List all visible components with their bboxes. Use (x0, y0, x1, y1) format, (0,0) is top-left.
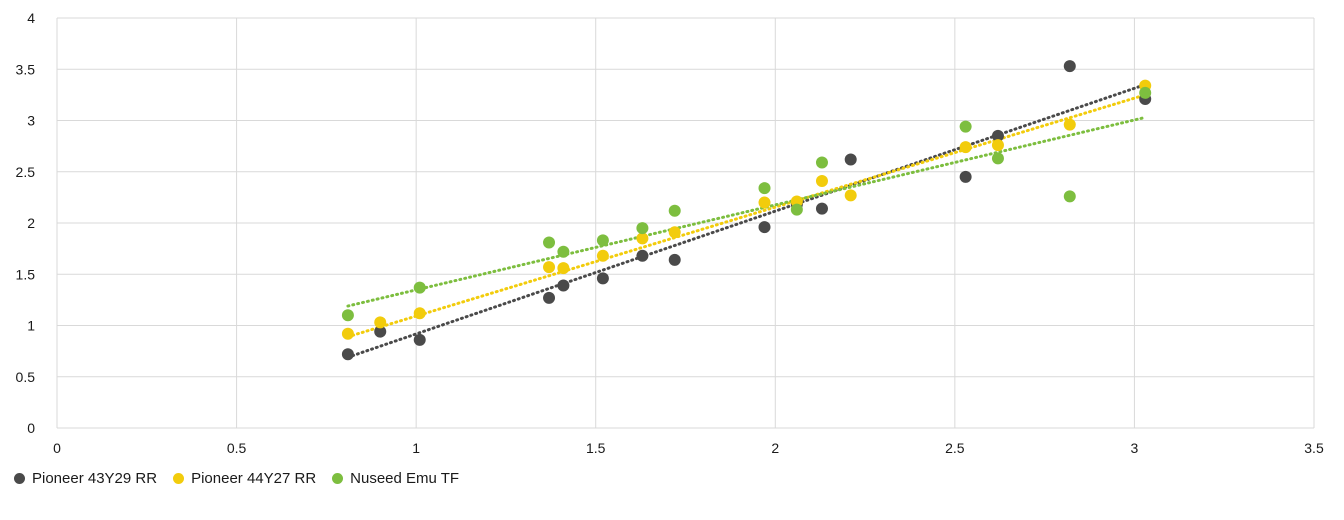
legend-marker (173, 473, 185, 484)
data-point (543, 261, 556, 274)
data-point (959, 141, 972, 154)
y-tick-label: 0 (27, 420, 35, 436)
data-point (758, 221, 771, 234)
legend-label: Pioneer 44Y27 RR (191, 470, 317, 487)
data-point (959, 120, 972, 133)
data-point (959, 170, 972, 183)
legend-item: Pioneer 43Y29 RR (14, 470, 157, 487)
x-tick-label: 2.5 (945, 440, 965, 456)
data-point (790, 203, 803, 216)
data-point (413, 281, 426, 294)
data-point (596, 234, 609, 247)
data-point (790, 195, 803, 208)
y-tick-label: 3 (27, 113, 35, 129)
x-tick-label: 0.5 (227, 440, 247, 456)
data-point (668, 226, 681, 239)
data-point (596, 249, 609, 262)
y-tick-label: 1 (27, 318, 35, 334)
data-point (668, 204, 681, 217)
data-point (341, 327, 354, 340)
y-tick-label: 1.5 (16, 266, 36, 282)
tick-labels: 0 0.5 1 1.5 2 2.5 3 3.5 0 0.5 1 1.5 2 2.5 3 3.5 4 (16, 10, 1324, 456)
x-tick-label: 3.5 (1304, 440, 1324, 456)
data-point (1063, 60, 1076, 73)
trendlines (346, 83, 1147, 359)
data-point (636, 232, 649, 245)
data-point (557, 279, 570, 292)
data-point (758, 196, 771, 209)
legend-item: Nuseed Emu TF (332, 470, 459, 487)
data-point (815, 156, 828, 169)
trendline (346, 93, 1147, 339)
legend-item: Pioneer 44Y27 RR (173, 470, 316, 487)
data-point (815, 174, 828, 187)
trendline (346, 115, 1147, 308)
data-point (758, 182, 771, 195)
data-point (1063, 190, 1076, 203)
y-tick-label: 3.5 (16, 61, 36, 77)
legend: Pioneer 43Y29 RR Pioneer 44Y27 RR Nuseed E… (14, 470, 459, 487)
legend-marker (14, 473, 25, 484)
legend-marker (332, 473, 344, 484)
data-point (636, 249, 649, 262)
data-point (413, 307, 426, 320)
data-point (341, 309, 354, 322)
data-point (374, 316, 387, 329)
data-point (1139, 86, 1152, 99)
data-point (991, 129, 1004, 142)
data-point (844, 189, 857, 202)
y-tick-label: 4 (27, 10, 35, 26)
y-tick-label: 2.5 (16, 164, 36, 180)
data-point (596, 272, 609, 285)
x-tick-label: 3 (1131, 440, 1139, 456)
data-point (413, 333, 426, 346)
data-point (815, 202, 828, 215)
data-point (557, 245, 570, 258)
grid (56, 17, 1315, 429)
y-tick-label: 2 (27, 215, 35, 231)
y-tick-label: 0.5 (16, 369, 36, 385)
data-point (341, 348, 354, 361)
x-tick-label: 0 (53, 440, 61, 456)
data-point (668, 253, 681, 266)
data-point (844, 153, 857, 166)
scatter-chart: 0 0.5 1 1.5 2 2.5 3 3.5 0 0.5 1 1.5 2 2.5 3 3.5 4 (16, 10, 1324, 456)
data-points (341, 60, 1152, 361)
data-point (543, 236, 556, 249)
legend-label: Pioneer 43Y29 RR (32, 470, 158, 487)
x-tick-label: 1.5 (586, 440, 606, 456)
data-point (991, 139, 1004, 152)
trendline (346, 83, 1147, 359)
data-point (557, 262, 570, 275)
x-tick-label: 1 (412, 440, 420, 456)
x-tick-label: 2 (771, 440, 779, 456)
data-point (991, 152, 1004, 165)
legend-label: Nuseed Emu TF (350, 470, 460, 487)
data-point (1063, 118, 1076, 131)
data-point (374, 325, 387, 338)
data-point (543, 291, 556, 304)
data-point (636, 222, 649, 235)
